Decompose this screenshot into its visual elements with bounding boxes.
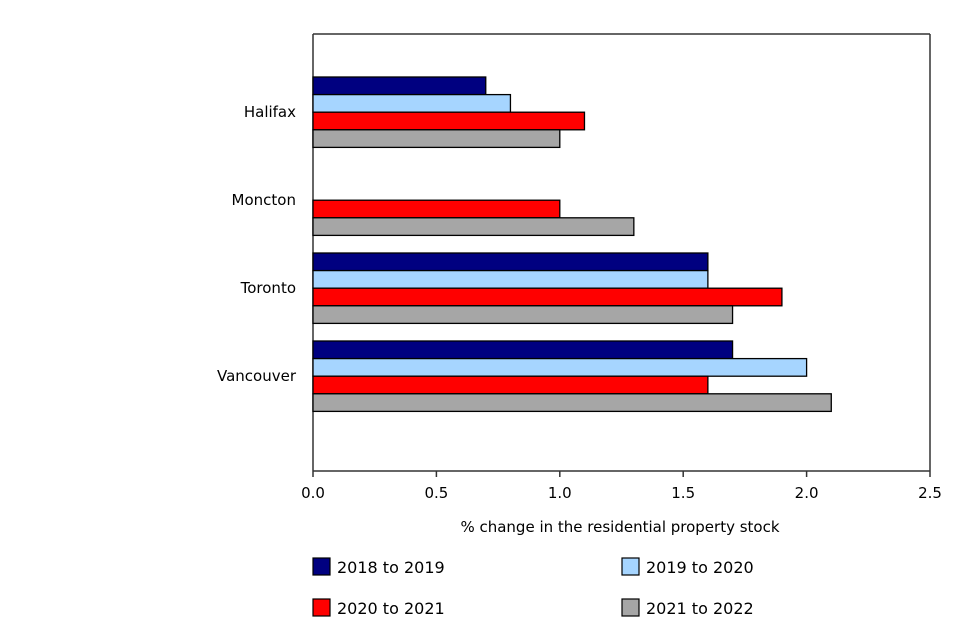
legend: 2018 to 2019 2019 to 2020 2020 to 2021 2021…: [312, 557, 754, 618]
legend-label: 2018 to 2019: [337, 558, 445, 577]
bar-vancouver-2: [312, 375, 709, 395]
bar-halifax-2: [312, 111, 586, 131]
x-tick-label: 2.0: [795, 484, 819, 502]
legend-label: 2020 to 2021: [337, 599, 445, 618]
x-axis-title: % change in the residential property sto…: [460, 518, 779, 536]
y-tick-label: Vancouver: [217, 367, 297, 385]
bar-toronto-3: [312, 305, 734, 325]
legend-swatch: [621, 598, 640, 617]
y-tick-label: Toronto: [240, 279, 296, 297]
x-tick-label: 1.0: [548, 484, 572, 502]
bar-vancouver-1: [312, 357, 808, 377]
y-tick-label: Halifax: [244, 103, 296, 121]
x-tick-label: 2.5: [918, 484, 942, 502]
y-axis-labels: Halifax Moncton Toronto Vancouver: [217, 103, 297, 385]
x-tick-label: 0.5: [424, 484, 448, 502]
bar-moncton-2: [312, 199, 561, 219]
bar-halifax-0: [312, 76, 487, 96]
x-tick-label: 0.0: [301, 484, 325, 502]
bar-vancouver-3: [312, 393, 832, 413]
legend-swatch: [312, 557, 331, 576]
legend-swatch: [621, 557, 640, 576]
bar-halifax-1: [312, 93, 512, 113]
bars: [312, 76, 832, 413]
bar-toronto-2: [312, 287, 783, 307]
legend-label: 2021 to 2022: [646, 599, 754, 618]
bar-halifax-3: [312, 129, 561, 149]
bar-vancouver-0: [312, 340, 734, 360]
x-axis: 0.0 0.5 1.0 1.5 2.0 2.5: [301, 471, 942, 502]
legend-swatch: [312, 598, 331, 617]
bar-moncton-3: [312, 217, 635, 237]
y-tick-label: Moncton: [232, 191, 296, 209]
legend-label: 2019 to 2020: [646, 558, 754, 577]
bar-toronto-0: [312, 252, 709, 272]
x-tick-label: 1.5: [671, 484, 695, 502]
bar-toronto-1: [312, 269, 709, 289]
